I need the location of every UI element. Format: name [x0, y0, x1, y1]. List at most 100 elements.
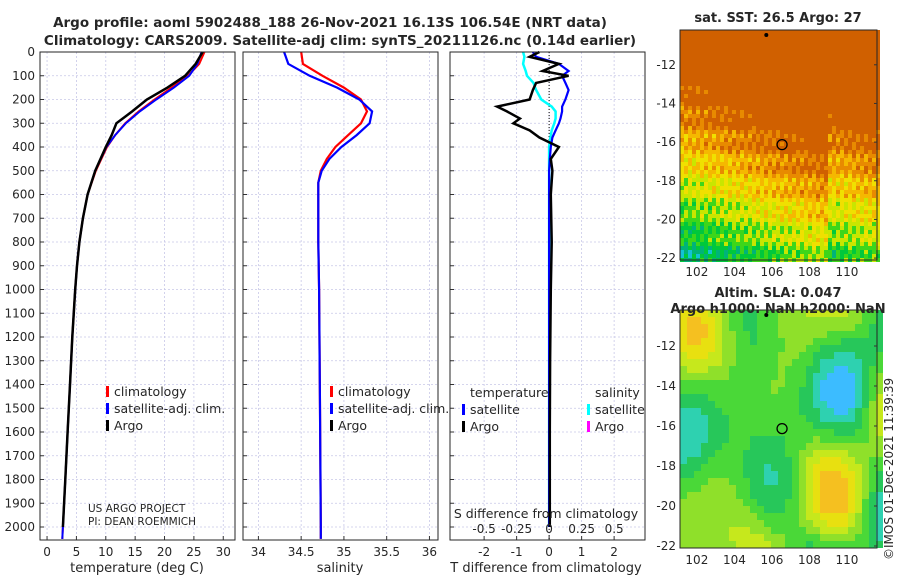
map-cell	[832, 102, 836, 106]
map-cell	[764, 408, 771, 415]
map-cell	[744, 170, 748, 174]
map-cell	[720, 130, 724, 134]
map-cell	[688, 78, 692, 82]
map-cell	[715, 429, 722, 436]
map-cell	[820, 46, 824, 50]
map-cell	[732, 90, 736, 94]
map-cell	[820, 513, 827, 520]
map-cell	[792, 380, 799, 387]
map-cell	[744, 46, 748, 50]
map-cell	[704, 86, 708, 90]
map-cell	[720, 138, 724, 142]
map-cell	[876, 408, 883, 415]
map-cell	[728, 106, 732, 110]
map-cell	[792, 436, 799, 443]
map-cell	[684, 74, 688, 78]
map-cell	[776, 190, 780, 194]
map-cell	[771, 359, 778, 366]
map-cell	[771, 513, 778, 520]
map-cell	[700, 158, 704, 162]
map-cell	[712, 206, 716, 210]
map-cell	[856, 242, 860, 246]
map-cell	[840, 246, 844, 250]
map-cell	[792, 471, 799, 478]
map-cell	[688, 102, 692, 106]
map-cell	[852, 102, 856, 106]
map-cell	[680, 134, 684, 138]
map-cell	[827, 464, 834, 471]
map-cell	[832, 62, 836, 66]
map-cell	[750, 422, 757, 429]
map-cell	[796, 62, 800, 66]
map-cell	[800, 42, 804, 46]
map-cell	[812, 98, 816, 102]
map-cell	[696, 202, 700, 206]
map-cell	[704, 138, 708, 142]
map-cell	[744, 98, 748, 102]
map-cell	[868, 234, 872, 238]
map-cell	[808, 226, 812, 230]
map-cell	[778, 408, 785, 415]
map-cell	[743, 366, 750, 373]
map-cell	[852, 186, 856, 190]
map-cell	[844, 58, 848, 62]
map-cell	[832, 202, 836, 206]
map-cell	[816, 82, 820, 86]
map-cell	[696, 34, 700, 38]
map-cell	[712, 238, 716, 242]
map-cell	[812, 62, 816, 66]
map-cell	[869, 506, 876, 513]
map-cell	[771, 394, 778, 401]
map-cell	[816, 218, 820, 222]
map-cell	[736, 242, 740, 246]
map-cell	[816, 130, 820, 134]
y-tick-label: 1800	[4, 473, 35, 487]
map-cell	[785, 401, 792, 408]
map-cell	[796, 230, 800, 234]
legend-title-temperature: temperature	[470, 385, 549, 400]
map-cell	[680, 122, 684, 126]
map-cell	[680, 118, 684, 122]
map-cell	[776, 46, 780, 50]
map-cell	[869, 380, 876, 387]
map-cell	[696, 206, 700, 210]
map-cell	[748, 186, 752, 190]
map-cell	[752, 254, 756, 258]
map-cell	[840, 126, 844, 130]
map-cell	[704, 110, 708, 114]
map-cell	[720, 162, 724, 166]
map-cell	[736, 34, 740, 38]
map-cell	[856, 170, 860, 174]
map-cell	[715, 506, 722, 513]
map-cell	[876, 234, 880, 238]
map-cell	[688, 206, 692, 210]
map-cell	[800, 38, 804, 42]
map-cell	[828, 198, 832, 202]
map-cell	[700, 58, 704, 62]
map-cell	[712, 66, 716, 70]
map-cell	[715, 338, 722, 345]
map-cell	[712, 142, 716, 146]
map-cell	[687, 366, 694, 373]
map-cell	[872, 82, 876, 86]
map-cell	[750, 338, 757, 345]
map-cell	[712, 246, 716, 250]
map-cell	[812, 186, 816, 190]
map-cell	[824, 34, 828, 38]
map-cell	[785, 345, 792, 352]
map-cell	[736, 126, 740, 130]
map-cell	[720, 66, 724, 70]
map-cell	[808, 198, 812, 202]
map-cell	[856, 250, 860, 254]
map-cell	[868, 186, 872, 190]
map-cell	[736, 134, 740, 138]
map-cell	[788, 134, 792, 138]
map-cell	[876, 478, 883, 485]
map-cell	[862, 499, 869, 506]
map-cell	[688, 246, 692, 250]
map-cell	[792, 78, 796, 82]
map-cell	[772, 178, 776, 182]
map-cell	[692, 250, 696, 254]
map-cell	[848, 222, 852, 226]
map-cell	[708, 138, 712, 142]
